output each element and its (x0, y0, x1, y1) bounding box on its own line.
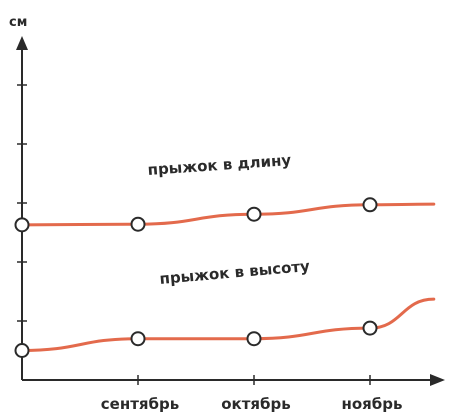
series-label-high-jump: прыжок в высоту (159, 257, 311, 288)
data-point-s0-p0 (14, 217, 30, 233)
y-axis-arrow (16, 36, 28, 50)
series-label-long-jump: прыжок в длину (147, 151, 292, 179)
data-point-s0-p3 (362, 197, 378, 213)
data-point-s0-p2 (246, 206, 262, 222)
x-axis-arrow (430, 374, 445, 386)
y-axis-unit-label: см (9, 15, 27, 30)
x-tick-label-september: сентябрь (101, 395, 179, 413)
axis-ticks (17, 84, 371, 385)
data-point-s1-p2 (246, 331, 262, 347)
points-layer (14, 197, 378, 358)
x-tick-label-october: октябрь (221, 395, 291, 413)
data-point-s1-p1 (130, 331, 146, 347)
axes (16, 36, 445, 386)
data-point-s1-p0 (14, 343, 30, 358)
x-tick-label-november: ноябрь (342, 395, 403, 413)
data-point-s0-p1 (130, 216, 146, 232)
data-point-s1-p3 (362, 320, 378, 336)
labels-layer: прыжок в длину прыжок в высоту сентябрь … (101, 151, 403, 413)
